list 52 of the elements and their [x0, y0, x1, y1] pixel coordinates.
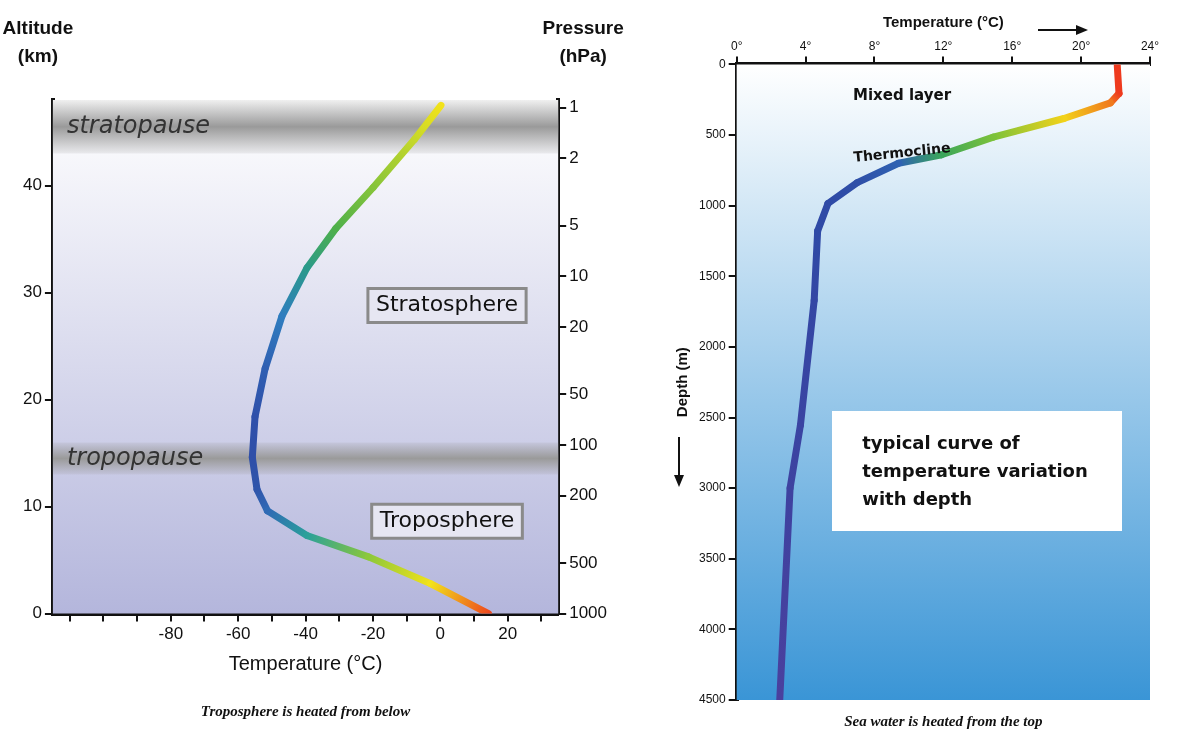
annotation: Mixed layer — [853, 86, 952, 105]
x-tick-label: 8° — [868, 38, 881, 53]
y2-tick-label: 50 — [569, 383, 589, 403]
y-tick-label: 1000 — [698, 197, 727, 212]
x-tick-label: -40 — [293, 624, 318, 644]
y-tick-label: 40 — [22, 175, 42, 195]
y2-tick-label: 1 — [569, 97, 579, 117]
x-tick-label: 4° — [799, 38, 812, 53]
y-tick-label: 1500 — [698, 268, 727, 283]
annotation: Thermocline — [852, 139, 952, 165]
x-tick-label: 0 — [435, 624, 446, 644]
y-tick-label: 2000 — [698, 339, 727, 354]
x-tick-label: -60 — [225, 624, 251, 644]
x-axis-title: Temperature (°C) — [228, 651, 383, 674]
y2-tick-label: 100 — [569, 434, 598, 454]
y-tick-label: 30 — [22, 282, 42, 302]
y2-tick-label: 10 — [569, 266, 589, 286]
x-axis-title: Temperature (°C) — [882, 13, 1004, 31]
annotation: Stratosphere — [375, 291, 519, 317]
y-tick-label: 2500 — [698, 409, 727, 424]
y-tick-label: 500 — [705, 127, 727, 142]
note-box: typical curve of temperature variation with depth — [832, 411, 1123, 532]
y-tick-label: 10 — [22, 496, 42, 516]
y-tick-label: 4000 — [698, 621, 727, 636]
y-tick-label: 0 — [719, 56, 727, 71]
y-tick-label: 3000 — [698, 480, 727, 495]
band-label: tropopause — [66, 442, 204, 471]
band-label: stratopause — [66, 110, 210, 139]
annotation: Troposphere — [378, 506, 515, 532]
y2-tick-label: 20 — [569, 316, 589, 336]
y-tick-label: 3500 — [698, 551, 727, 566]
x-tick-label: 0° — [730, 38, 743, 53]
y-tick-label: 4500 — [698, 692, 727, 707]
y-tick-label: 20 — [22, 389, 42, 409]
x-tick-label: 12° — [934, 38, 953, 53]
x-tick-label: 20 — [498, 624, 518, 644]
y-axis-title: Depth (m) — [673, 347, 691, 418]
y2-axis-title: Pressure (hPa) — [541, 16, 625, 68]
x-tick-label: 24° — [1140, 38, 1160, 53]
y2-tick-label: 2 — [569, 148, 579, 168]
text: Sea water is heated from the top — [844, 712, 1044, 729]
y2-tick-label: 200 — [569, 485, 598, 505]
x-tick-label: 16° — [1003, 38, 1022, 53]
y-tick-label: 0 — [32, 603, 42, 623]
x-tick-label: -20 — [360, 624, 386, 644]
x-tick-label: 20° — [1072, 38, 1091, 53]
y2-tick-label: 1000 — [569, 603, 608, 623]
text: Troposphere is heated from below — [200, 702, 412, 719]
y-axis-title: Altitude (km) — [1, 16, 75, 68]
x-tick-label: -80 — [158, 624, 184, 644]
y2-tick-label: 5 — [569, 215, 579, 235]
y2-tick-label: 500 — [569, 552, 598, 572]
